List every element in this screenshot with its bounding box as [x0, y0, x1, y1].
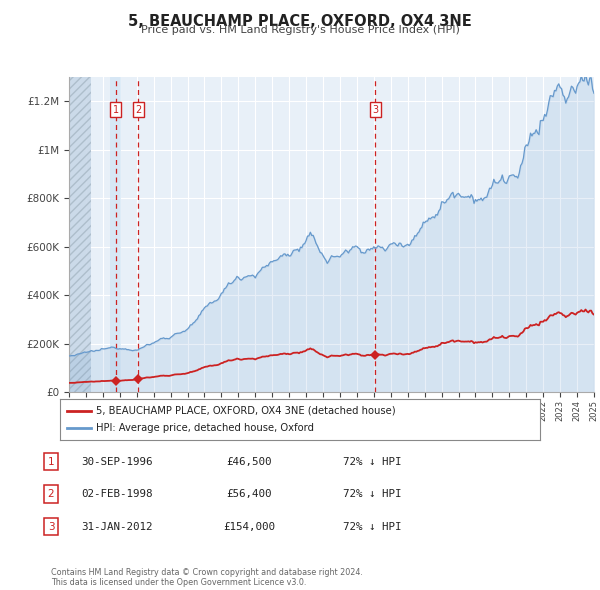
Text: 3: 3 — [372, 105, 378, 115]
Text: 5, BEAUCHAMP PLACE, OXFORD, OX4 3NE (detached house): 5, BEAUCHAMP PLACE, OXFORD, OX4 3NE (det… — [96, 406, 395, 416]
Text: 2: 2 — [47, 489, 55, 499]
Bar — [69, 77, 91, 392]
Text: £56,400: £56,400 — [226, 489, 272, 499]
Text: 1: 1 — [113, 105, 119, 115]
Text: 5, BEAUCHAMP PLACE, OXFORD, OX4 3NE: 5, BEAUCHAMP PLACE, OXFORD, OX4 3NE — [128, 14, 472, 28]
Text: 2: 2 — [135, 105, 142, 115]
Text: 72% ↓ HPI: 72% ↓ HPI — [343, 457, 401, 467]
Text: 31-JAN-2012: 31-JAN-2012 — [81, 522, 153, 532]
Text: £46,500: £46,500 — [226, 457, 272, 467]
Bar — [110, 77, 121, 392]
Text: 02-FEB-1998: 02-FEB-1998 — [81, 489, 153, 499]
Text: £154,000: £154,000 — [223, 522, 275, 532]
Text: 3: 3 — [47, 522, 55, 532]
Text: 1: 1 — [47, 457, 55, 467]
Text: HPI: Average price, detached house, Oxford: HPI: Average price, detached house, Oxfo… — [96, 423, 314, 433]
Text: 72% ↓ HPI: 72% ↓ HPI — [343, 489, 401, 499]
Text: 30-SEP-1996: 30-SEP-1996 — [81, 457, 153, 467]
Text: Price paid vs. HM Land Registry's House Price Index (HPI): Price paid vs. HM Land Registry's House … — [140, 25, 460, 35]
Text: Contains HM Land Registry data © Crown copyright and database right 2024.
This d: Contains HM Land Registry data © Crown c… — [51, 568, 363, 587]
Text: 72% ↓ HPI: 72% ↓ HPI — [343, 522, 401, 532]
